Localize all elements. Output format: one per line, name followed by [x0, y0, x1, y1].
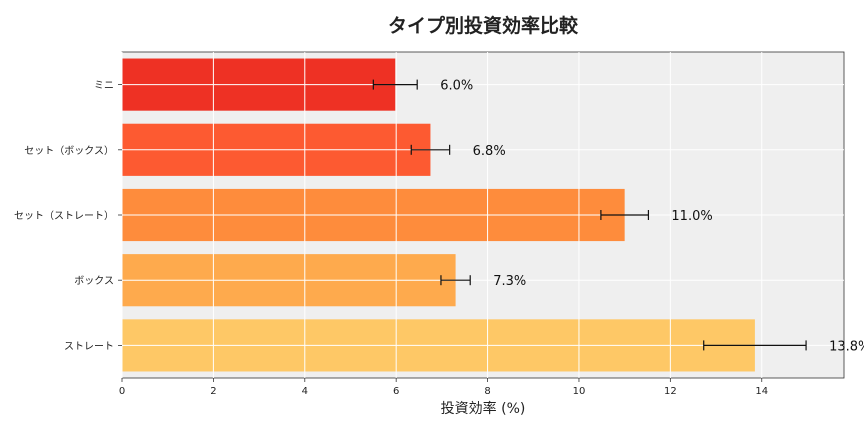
error-bars	[372, 79, 807, 351]
x-tick-label-2: 2	[210, 386, 216, 397]
y-tick-label-5: ストレート	[64, 341, 114, 352]
x-tick-label-12: 12	[664, 386, 677, 397]
x-axis-ticks: 0 2 4 6 8 10 12 14	[119, 378, 768, 397]
data-label-5: 13.8%	[829, 339, 864, 354]
y-tick-label-4: ボックス	[74, 275, 114, 287]
y-tick-label-1: ミニ	[94, 81, 114, 92]
data-label-2: 6.8%	[473, 144, 506, 159]
x-tick-label-4: 4	[302, 386, 308, 397]
x-tick-label-0: 0	[119, 386, 125, 397]
x-tick-label-10: 10	[573, 386, 586, 397]
x-tick-label-14: 14	[755, 386, 768, 397]
x-tick-label-6: 6	[393, 386, 399, 397]
data-label-3: 11.0%	[671, 209, 712, 224]
data-labels: 6.0% 6.8% 11.0% 7.3% 13.8%	[440, 79, 864, 355]
x-tick-label-8: 8	[484, 386, 490, 397]
data-label-4: 7.3%	[493, 274, 526, 289]
y-tick-label-2: セット（ボックス）	[24, 145, 114, 157]
y-tick-label-3: セット（ストレート）	[14, 210, 114, 222]
data-label-1: 6.0%	[440, 79, 473, 94]
x-axis-label: 投資効率 (%)	[441, 400, 526, 417]
chart-title: タイプ別投資効率比較	[388, 14, 579, 37]
